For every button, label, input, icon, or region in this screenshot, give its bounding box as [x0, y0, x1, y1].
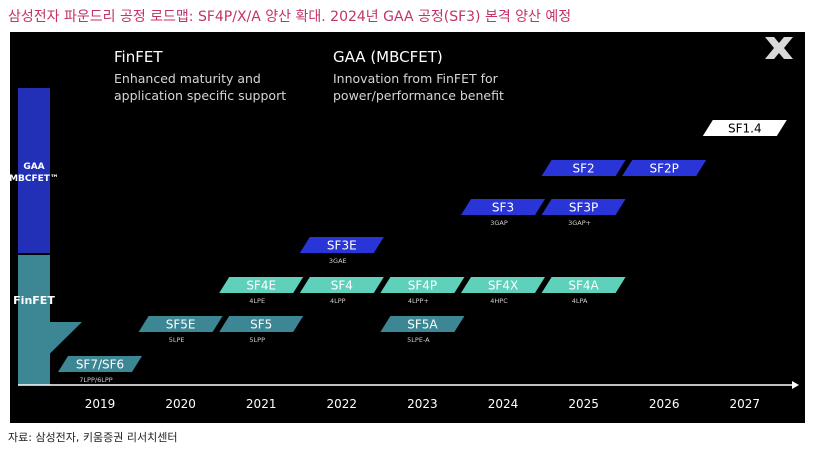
left-label-text: FinFET	[13, 294, 55, 307]
header-gaa-mbcfet: GAA (MBCFET) Innovation from FinFET for po…	[333, 48, 504, 103]
source-note: 자료: 삼성전자, 키움증권 리서치센터	[8, 431, 178, 444]
node-shape	[461, 199, 545, 215]
page-headline: 삼성전자 파운드리 공정 로드맵: SF4P/X/A 양산 확대. 2024년 …	[8, 9, 572, 25]
left-label-text: MBCFET™	[10, 174, 59, 184]
node-label: SF5	[250, 318, 272, 332]
header-title: FinFET	[114, 48, 163, 66]
node-sf1-4: SF1.4	[702, 120, 787, 136]
x-icon	[765, 37, 793, 59]
x-axis: 2019 2020 2021 2022 2023 2024 2025 2026 2027	[18, 381, 799, 411]
roadmap-panel: GAA MBCFET™ FinFET FinFET Enhanced maturity…	[10, 32, 805, 423]
x-tick-2023: 2023	[407, 397, 438, 411]
node-sublabel: 4LPP	[330, 297, 346, 305]
x-axis-arrow	[792, 381, 799, 389]
node-label: SF4E	[246, 279, 276, 293]
node-shape	[541, 277, 626, 293]
x-tick-2026: 2026	[649, 397, 680, 411]
header-desc: power/performance benefit	[333, 88, 504, 103]
node-sf4e: SF4E 4LPE	[219, 277, 304, 305]
node-sf2: SF2	[541, 160, 626, 176]
node-sf4: SF4 4LPP	[299, 277, 384, 305]
node-sublabel: 7LPP/6LPP	[79, 376, 112, 384]
x-tick-2019: 2019	[85, 397, 116, 411]
node-shape	[299, 277, 384, 293]
node-sublabel: 4LPA	[572, 297, 588, 305]
x-tick-2027: 2027	[730, 397, 761, 411]
node-sublabel: 5LPE-A	[407, 336, 430, 344]
node-sublabel: 3GAP+	[568, 219, 591, 227]
node-sf7-sf6: SF7/SF6 7LPP/6LPP	[58, 356, 142, 384]
left-label-gaa: GAA MBCFET™	[10, 88, 59, 253]
node-label: SF3E	[327, 239, 357, 253]
node-sf2p: SF2P	[622, 160, 707, 176]
header-desc: application specific support	[114, 88, 286, 103]
node-label: SF4	[331, 279, 353, 293]
header-desc: Enhanced maturity and	[114, 71, 261, 86]
roadmap-chart: GAA MBCFET™ FinFET FinFET Enhanced maturity…	[10, 37, 799, 411]
node-sf4p: SF4P 4LPP+	[380, 277, 465, 305]
node-shape	[299, 237, 384, 253]
node-sf3e: SF3E 3GAE	[299, 237, 384, 265]
node-shape	[541, 199, 626, 215]
node-shape	[702, 120, 787, 136]
node-sf5e: SF5E 5LPE	[138, 316, 223, 344]
left-label-bar	[18, 88, 50, 253]
node-shape	[622, 160, 707, 176]
node-sublabel: 5LPE	[169, 336, 185, 344]
node-sublabel: 5LPP	[249, 336, 265, 344]
x-tick-2024: 2024	[488, 397, 519, 411]
node-label: SF1.4	[728, 122, 762, 136]
node-shape	[461, 277, 545, 293]
node-sublabel: 3GAP	[490, 219, 508, 227]
nodes: SF7/SF6 7LPP/6LPP SF5E 5LPE SF5 5LPP SF5A 5LPE-…	[58, 120, 787, 384]
finfet-wedge	[18, 322, 82, 385]
x-tick-2025: 2025	[568, 397, 599, 411]
node-label: SF2P	[650, 162, 679, 176]
node-sublabel: 4HPC	[490, 297, 508, 305]
node-shape	[380, 277, 465, 293]
node-label: SF3	[492, 201, 514, 215]
node-label: SF5E	[166, 318, 196, 332]
node-label: SF3P	[569, 201, 598, 215]
node-sf3: SF3 3GAP	[461, 199, 545, 227]
node-sf4a: SF4A 4LPA	[541, 277, 626, 305]
node-sublabel: 4LPP+	[408, 297, 429, 305]
header-title: GAA (MBCFET)	[333, 48, 443, 66]
node-sf3p: SF3P 3GAP+	[541, 199, 626, 227]
headers: FinFET Enhanced maturity and application s…	[114, 48, 504, 103]
node-label: SF4P	[408, 279, 437, 293]
x-tick-2022: 2022	[327, 397, 358, 411]
node-label: SF5A	[407, 318, 438, 332]
node-sf5: SF5 5LPP	[219, 316, 304, 344]
node-label: SF7/SF6	[76, 358, 124, 372]
node-shape	[541, 160, 626, 176]
node-label: SF4X	[488, 279, 518, 293]
node-label: SF4A	[568, 279, 599, 293]
node-shape	[219, 277, 304, 293]
node-sf5a: SF5A 5LPE-A	[380, 316, 465, 344]
left-labels: GAA MBCFET™ FinFET	[10, 88, 82, 385]
header-desc: Innovation from FinFET for	[333, 71, 499, 86]
header-finfet: FinFET Enhanced maturity and application s…	[114, 48, 286, 103]
x-tick-2021: 2021	[246, 397, 277, 411]
node-shape	[380, 316, 465, 332]
node-shape	[219, 316, 304, 332]
node-shape	[138, 316, 223, 332]
node-sf4x: SF4X 4HPC	[461, 277, 545, 305]
node-label: SF2	[573, 162, 595, 176]
left-label-text: GAA	[23, 162, 44, 172]
node-shape	[58, 356, 142, 372]
node-sublabel: 3GAE	[329, 257, 347, 265]
x-tick-2020: 2020	[165, 397, 196, 411]
node-sublabel: 4LPE	[249, 297, 265, 305]
